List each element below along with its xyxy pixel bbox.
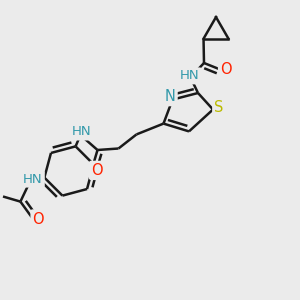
Text: O: O <box>33 212 44 226</box>
Text: HN: HN <box>180 69 200 82</box>
Text: HN: HN <box>72 125 92 139</box>
Text: S: S <box>214 100 224 115</box>
Text: N: N <box>165 89 176 104</box>
Text: HN: HN <box>23 172 43 186</box>
Text: O: O <box>91 163 103 178</box>
Text: O: O <box>220 62 232 77</box>
